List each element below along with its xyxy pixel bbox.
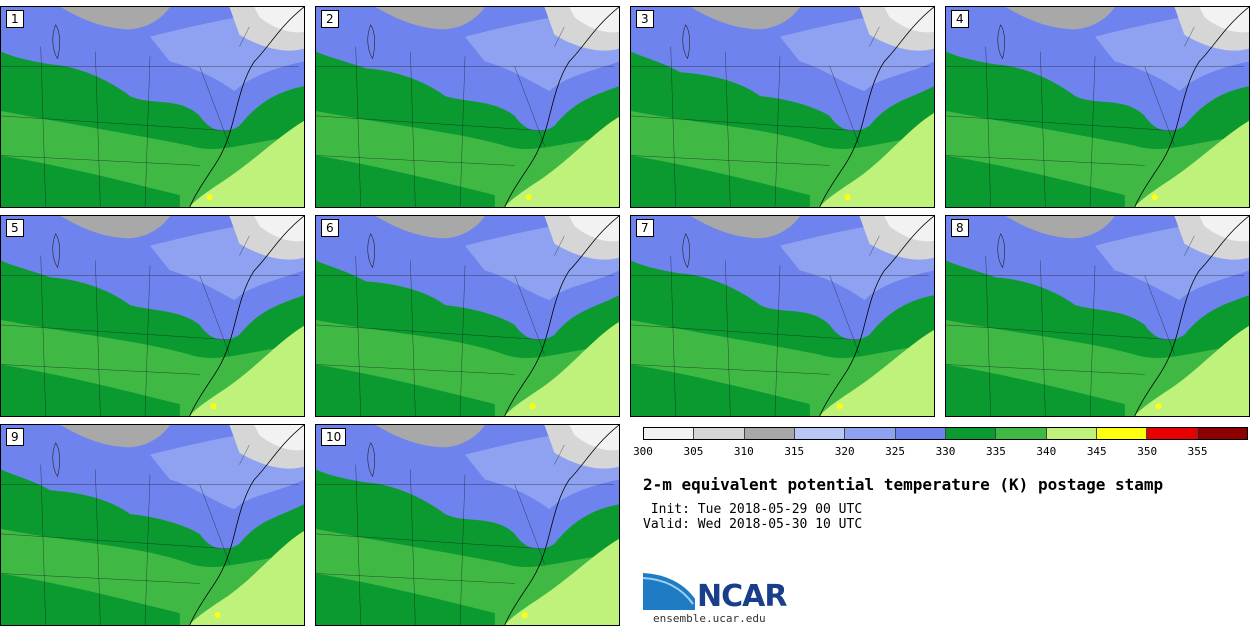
color-scale-segment — [1147, 428, 1198, 439]
theta-e-map — [1, 216, 304, 416]
color-scale-segment — [845, 428, 896, 439]
theta-e-map — [316, 425, 619, 625]
color-scale-tick-label: 305 — [683, 445, 704, 458]
ncar-logo-icon — [643, 571, 698, 610]
theta-e-map — [946, 216, 1249, 416]
theta-e-map — [1, 425, 304, 625]
panel-number: 8 — [951, 219, 969, 237]
panel-number: 9 — [6, 428, 24, 446]
color-scale-tick-label: 300 — [633, 445, 653, 458]
color-scale-segment — [996, 428, 1047, 439]
panel-number: 7 — [636, 219, 654, 237]
theta-e-map — [946, 7, 1249, 207]
color-scale-tick-label: 340 — [1036, 445, 1057, 458]
ensemble-member-panel-8: 8 — [945, 215, 1250, 417]
ensemble-member-panel-3: 3 — [630, 6, 935, 208]
color-scale-segment — [1197, 428, 1247, 439]
ensemble-member-panel-4: 4 — [945, 6, 1250, 208]
color-scale-segment — [1046, 428, 1097, 439]
color-scale-tick-label: 355 — [1187, 445, 1208, 458]
color-scale-tick-labels: 300 305 310 315 320 325 330 335 340 345 350 355 — [633, 445, 1248, 459]
color-scale-tick-label: 330 — [935, 445, 956, 458]
theta-e-map — [316, 216, 619, 416]
ensemble-member-panel-1: 1 — [0, 6, 305, 208]
color-scale-segment — [1096, 428, 1148, 439]
panel-number: 1 — [6, 10, 24, 28]
color-scale-tick-label: 345 — [1086, 445, 1107, 458]
ncar-logo-text: NCAR — [697, 579, 787, 614]
color-scale-segment — [945, 428, 997, 439]
color-scale-segment — [694, 428, 745, 439]
color-scale-segment — [644, 428, 695, 439]
valid-time: Valid: Wed 2018-05-30 10 UTC — [643, 517, 863, 532]
panel-number: 10 — [321, 428, 347, 446]
color-scale-bar — [643, 427, 1248, 440]
color-scale-segment — [794, 428, 846, 439]
ensemble-member-panel-5: 5 — [0, 215, 305, 417]
theta-e-map — [631, 216, 934, 416]
figure-title: 2-m equivalent potential temperature (K)… — [643, 475, 1164, 494]
color-scale-tick-label: 335 — [985, 445, 1006, 458]
color-scale-segment — [895, 428, 946, 439]
panel-number: 6 — [321, 219, 339, 237]
color-scale-tick-label: 350 — [1137, 445, 1158, 458]
ensemble-member-panel-7: 7 — [630, 215, 935, 417]
init-time: Init: Tue 2018-05-29 00 UTC — [643, 502, 863, 517]
panel-number: 5 — [6, 219, 24, 237]
ensemble-member-panel-2: 2 — [315, 6, 620, 208]
panel-number: 4 — [951, 10, 969, 28]
panel-number: 2 — [321, 10, 339, 28]
color-scale-tick-label: 320 — [834, 445, 855, 458]
ensemble-member-panel-6: 6 — [315, 215, 620, 417]
theta-e-map — [1, 7, 304, 207]
ensemble-member-panel-10: 10 — [315, 424, 620, 626]
color-scale-segment — [744, 428, 795, 439]
theta-e-map — [631, 7, 934, 207]
color-scale-tick-label: 325 — [885, 445, 906, 458]
ensemble-member-panel-9: 9 — [0, 424, 305, 626]
color-scale-tick-label: 310 — [733, 445, 754, 458]
color-scale-tick-label: 315 — [784, 445, 805, 458]
panel-number: 3 — [636, 10, 654, 28]
site-url: ensemble.ucar.edu — [653, 612, 766, 625]
theta-e-map — [316, 7, 619, 207]
